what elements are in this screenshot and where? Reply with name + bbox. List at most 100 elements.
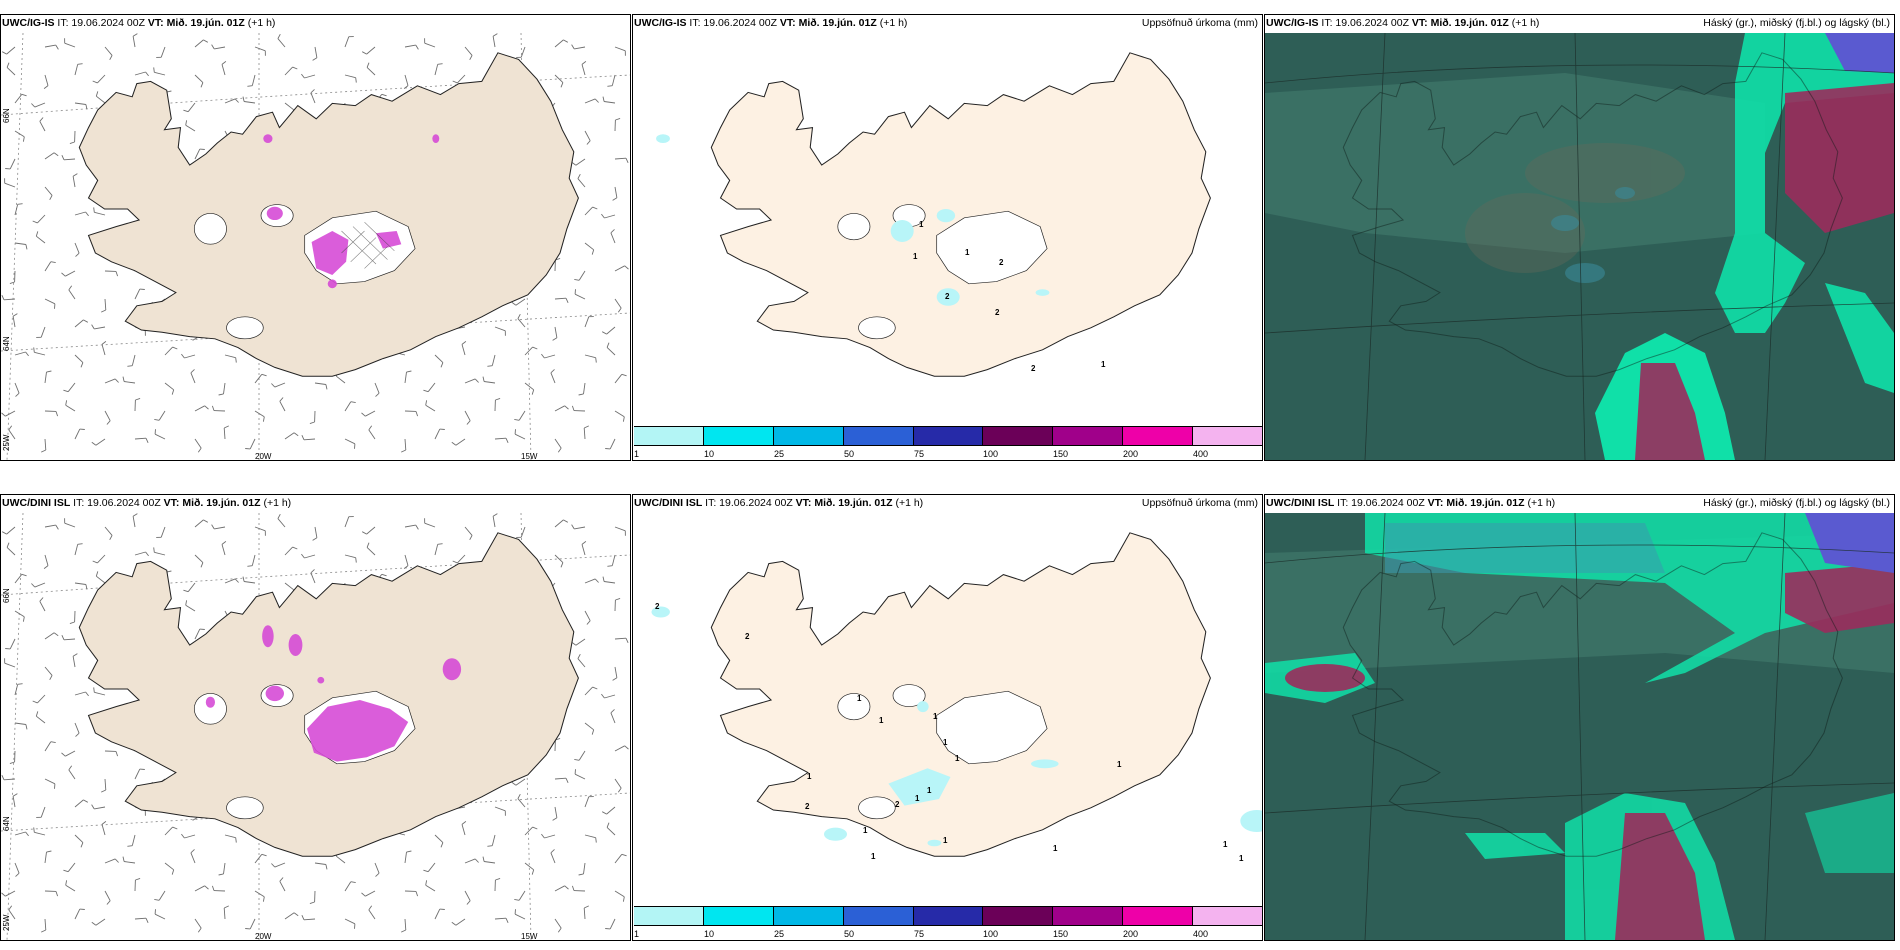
wind-barb-flag — [532, 826, 538, 830]
wind-barb — [14, 722, 26, 725]
lat-label-64: 64N — [2, 336, 11, 351]
wind-barb — [249, 918, 256, 930]
wind-barb — [65, 270, 76, 277]
wind-barb-flag — [8, 905, 13, 911]
wind-barb — [336, 855, 346, 864]
wind-barb — [284, 546, 293, 556]
wind-barb — [254, 890, 265, 898]
colorbar-tick: 100 — [983, 929, 999, 939]
lon-label-20: 20W — [255, 932, 272, 941]
wind-barb — [491, 354, 496, 366]
wind-barb — [96, 95, 106, 104]
wind-barb — [97, 554, 106, 564]
wind-barb — [14, 862, 20, 874]
wind-barb-flag — [43, 85, 49, 89]
wind-barb-flag — [83, 319, 89, 323]
wind-barb — [583, 427, 586, 440]
panel-header: UWC/DINI ISL IT: 19.06.2024 00Z VT: Mið.… — [1266, 497, 1892, 513]
wind-barb-flag — [595, 357, 597, 363]
wind-barb-flag — [615, 597, 621, 601]
wind-barb-flag — [35, 231, 39, 237]
wind-barb-flag — [511, 781, 517, 786]
wind-barb-flag — [9, 281, 15, 285]
wind-barb — [578, 750, 586, 761]
wind-barb-flag — [452, 560, 458, 564]
wind-barb — [434, 354, 444, 363]
wind-barb — [584, 578, 596, 584]
wind-barb-flag — [242, 576, 245, 582]
precip-value-label: 1 — [1117, 760, 1122, 769]
wind-barb-flag — [106, 420, 111, 425]
wind-barb-flag — [261, 853, 267, 857]
wind-barb-flag — [185, 600, 188, 606]
wind-barb-flag — [565, 778, 569, 783]
wind-barb — [6, 547, 16, 556]
wind-barb-flag — [560, 82, 564, 88]
wind-barb — [223, 907, 226, 920]
wind-barb-flag — [69, 141, 75, 145]
wind-barb-flag — [550, 369, 555, 374]
wind-barb-flag — [172, 826, 178, 830]
wind-barb-flag — [33, 347, 35, 353]
wind-barb — [244, 101, 256, 104]
wind-barb-flag — [132, 513, 138, 517]
wind-barb-flag — [487, 365, 493, 367]
wind-barb-flag — [293, 432, 299, 437]
wind-barb — [101, 344, 106, 356]
wind-barb — [74, 799, 84, 808]
wind-barb-flag — [65, 880, 68, 886]
wind-barb — [72, 656, 76, 668]
wind-barb — [574, 526, 586, 530]
wind-barb — [214, 46, 226, 50]
wind-barb-flag — [6, 62, 10, 68]
wind-barb — [518, 890, 526, 901]
wind-barb — [554, 39, 564, 48]
lon-label-25: 25W — [2, 434, 11, 451]
colorbar-tick: 50 — [844, 449, 855, 459]
valid-time: Mið. 19.jún. 01Z — [814, 497, 893, 509]
wind-barb-flag — [403, 565, 409, 569]
wind-barb-flag — [154, 898, 160, 901]
colorbar-tick: 150 — [1053, 929, 1069, 939]
wind-barb-flag — [235, 837, 237, 843]
wind-barb — [224, 98, 236, 104]
wind-barb — [494, 806, 506, 812]
wind-barb-flag — [622, 416, 625, 422]
precip-value-label: 1 — [863, 826, 868, 835]
precip-value-label: 1 — [927, 786, 932, 795]
wind-barb-flag — [181, 353, 185, 359]
panel-header: UWC/IG-IS IT: 19.06.2024 00Z VT: Mið. 19… — [1266, 17, 1892, 33]
valid-time-prefix: VT: — [163, 497, 180, 509]
wind-barb-flag — [211, 44, 215, 50]
wind-barb-flag — [366, 62, 370, 68]
wind-barb — [344, 74, 356, 79]
wind-barb-flag — [69, 621, 75, 625]
wind-barb — [194, 39, 204, 48]
wind-barb — [14, 242, 26, 245]
wind-barb-flag — [115, 751, 119, 757]
wind-barb-flag — [63, 869, 69, 873]
valid-time-prefix: VT: — [1427, 497, 1444, 509]
wind-barb-flag — [61, 155, 65, 160]
wind-barb — [124, 861, 136, 864]
wind-barb-flag — [557, 927, 562, 933]
wind-barb-flag — [505, 918, 509, 923]
wind-barb — [101, 824, 106, 836]
wind-barb — [104, 298, 107, 311]
wind-barb — [40, 326, 46, 338]
wind-barb-flag — [91, 324, 95, 330]
wind-barb-flag — [75, 252, 80, 257]
wind-barb — [461, 824, 466, 836]
wind-barb — [221, 544, 226, 556]
wind-barb-flag — [423, 389, 429, 393]
wind-barb-flag — [293, 912, 299, 917]
init-time: IT: 19.06.2024 00Z — [1321, 17, 1409, 29]
valid-time: Mið. 19.jún. 01Z — [166, 17, 245, 29]
wind-barb-flag — [564, 405, 569, 410]
wind-barb — [160, 46, 166, 58]
wind-barb — [160, 526, 166, 538]
colorbar-tick: 100 — [983, 449, 999, 459]
lat-label-66: 66N — [2, 588, 11, 603]
wind-barb-flag — [1, 892, 6, 897]
colorbar-tick: 75 — [914, 929, 925, 939]
